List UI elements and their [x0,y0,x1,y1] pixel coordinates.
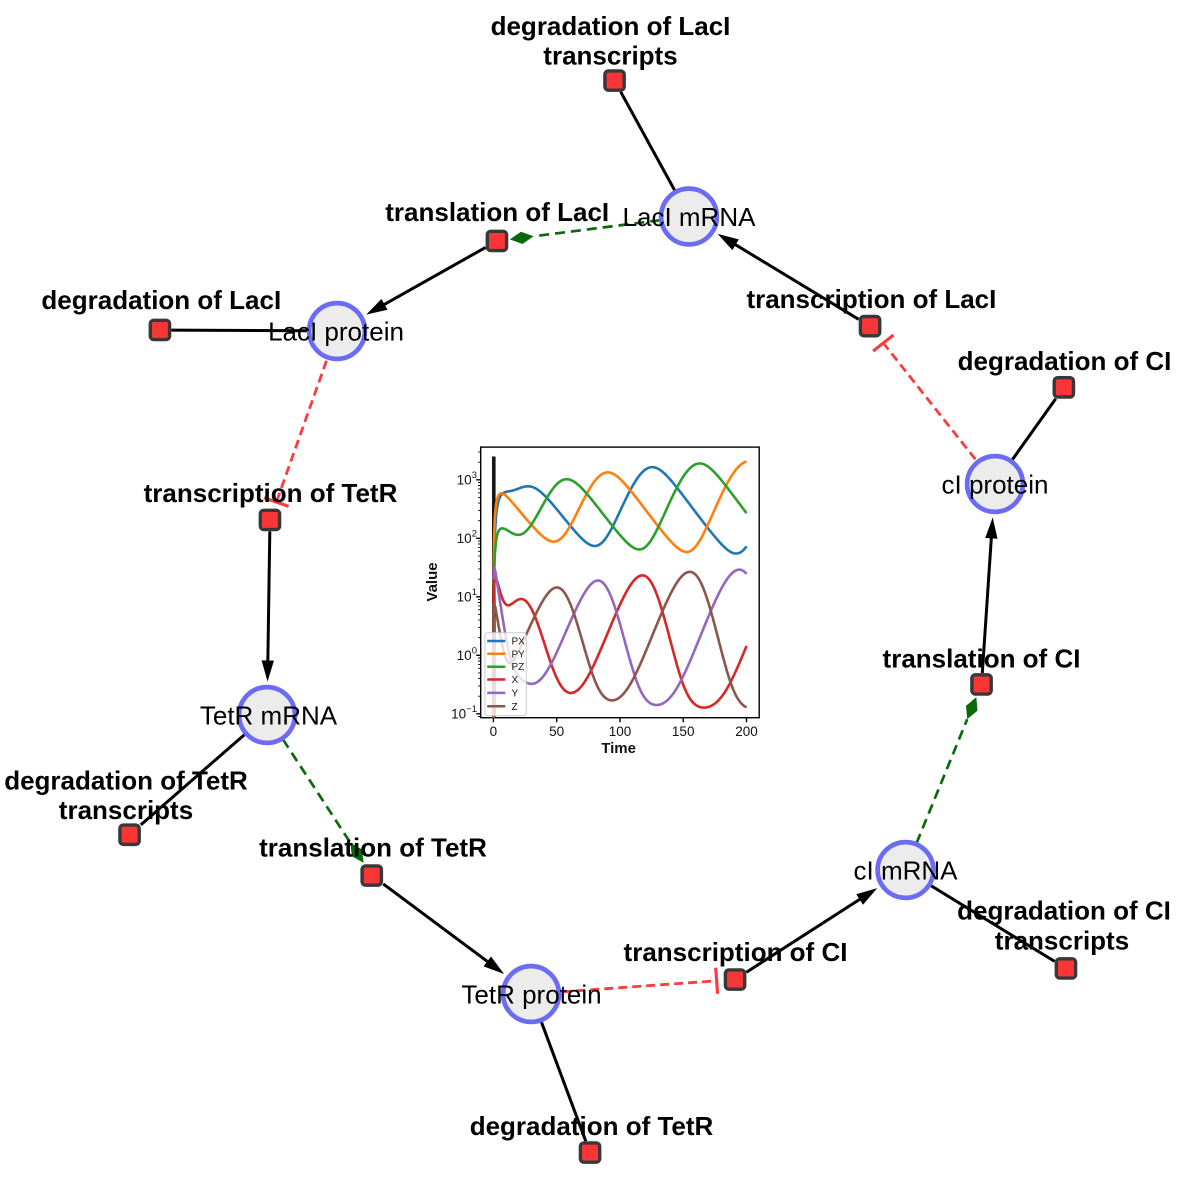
svg-text:TetR protein: TetR protein [461,980,601,1010]
svg-text:degradation of LacI: degradation of LacI [491,11,731,41]
svg-text:150: 150 [672,724,695,739]
svg-text:Z: Z [512,702,518,713]
svg-text:PX: PX [512,637,526,648]
svg-text:Value: Value [424,562,441,601]
svg-text:Y: Y [512,688,519,699]
svg-text:degradation of TetR: degradation of TetR [470,1111,714,1141]
svg-text:translation of LacI: translation of LacI [385,197,609,227]
svg-text:Time: Time [601,740,636,757]
svg-text:degradation of TetR: degradation of TetR [4,766,248,796]
svg-text:transcripts: transcripts [59,795,193,825]
svg-text:translation of CI: translation of CI [883,644,1081,674]
svg-text:transcription of LacI: transcription of LacI [746,284,996,314]
svg-text:PZ: PZ [512,662,525,673]
svg-text:transcription of CI: transcription of CI [624,937,848,967]
svg-text:transcription of TetR: transcription of TetR [144,478,398,508]
svg-text:cI protein: cI protein [942,470,1049,500]
svg-text:LacI mRNA: LacI mRNA [623,202,757,232]
svg-text:X: X [512,675,519,686]
svg-text:LacI protein: LacI protein [268,317,404,347]
svg-text:degradation of CI: degradation of CI [958,346,1172,376]
svg-text:0: 0 [490,724,498,739]
svg-text:50: 50 [549,724,564,739]
svg-text:TetR mRNA: TetR mRNA [200,701,338,731]
svg-text:degradation of LacI: degradation of LacI [41,285,281,315]
svg-text:degradation of CI: degradation of CI [957,896,1171,926]
svg-text:200: 200 [735,724,758,739]
svg-text:PY: PY [512,649,526,660]
svg-text:transcripts: transcripts [543,41,677,71]
svg-text:cI mRNA: cI mRNA [854,856,959,886]
svg-text:100: 100 [609,724,632,739]
svg-text:transcripts: transcripts [995,926,1129,956]
svg-text:translation of TetR: translation of TetR [259,833,487,863]
